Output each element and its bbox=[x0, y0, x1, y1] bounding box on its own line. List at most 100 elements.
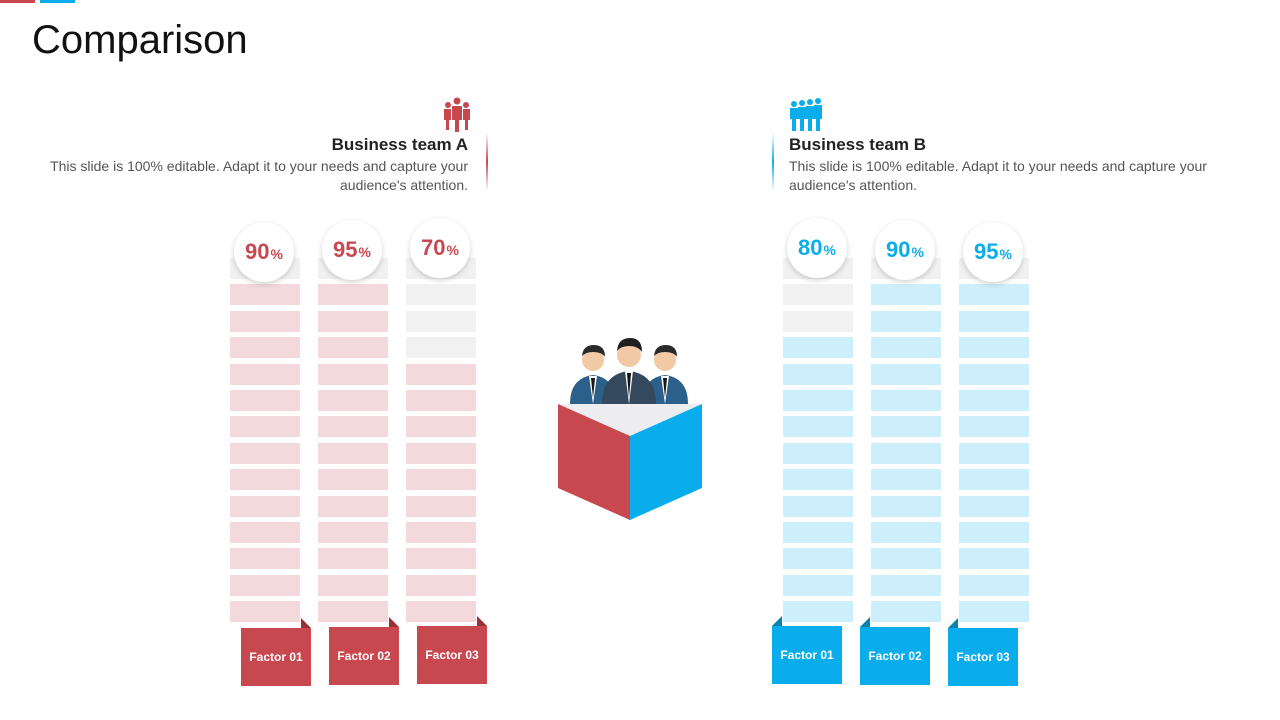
bar-segment bbox=[406, 442, 476, 464]
people-group-icon bbox=[444, 97, 470, 132]
bar-segment bbox=[959, 363, 1029, 385]
bar-segment bbox=[230, 495, 300, 517]
team-a-description: This slide is 100% editable. Adapt it to… bbox=[50, 158, 468, 193]
bar-segment bbox=[318, 522, 388, 543]
team-b-factor-03-bar bbox=[959, 258, 1029, 628]
fold-corner bbox=[477, 616, 487, 626]
bar-segment bbox=[959, 548, 1029, 570]
percent-unit: % bbox=[270, 246, 283, 262]
bar-segment bbox=[318, 390, 388, 411]
bar-segment bbox=[406, 337, 476, 359]
bar-segment bbox=[230, 284, 300, 306]
bar-segment bbox=[783, 337, 853, 359]
bar-segment bbox=[406, 390, 476, 411]
fold-corner bbox=[389, 617, 399, 627]
team-a-heading: Business team A bbox=[331, 135, 468, 154]
bar-segment bbox=[783, 310, 853, 332]
bar-segment bbox=[230, 522, 300, 543]
bar-segment bbox=[318, 601, 388, 623]
team-a-divider bbox=[486, 133, 488, 191]
team-b-heading: Business team B bbox=[789, 135, 926, 154]
bar-segment bbox=[959, 442, 1029, 464]
percent-unit: % bbox=[911, 244, 924, 260]
bar-segment bbox=[406, 522, 476, 543]
percent-value: 95 bbox=[333, 237, 358, 262]
bar-segment bbox=[318, 310, 388, 332]
bar-segment bbox=[406, 495, 476, 517]
bar-segment bbox=[406, 574, 476, 596]
bar-segment bbox=[230, 416, 300, 438]
team-b-factor-02-percent: 90% bbox=[875, 220, 935, 280]
percent-unit: % bbox=[446, 242, 459, 258]
bar-segment bbox=[959, 601, 1029, 623]
bar-segment bbox=[871, 416, 941, 438]
bar-segment bbox=[959, 574, 1029, 596]
bar-segment bbox=[783, 284, 853, 306]
bar-segment bbox=[406, 416, 476, 438]
team-b-factor-02-bar bbox=[871, 258, 941, 628]
bar-segment bbox=[783, 390, 853, 411]
percent-unit: % bbox=[823, 242, 836, 258]
percent-unit: % bbox=[358, 244, 371, 260]
team-a-factor-02-percent: 95% bbox=[322, 220, 382, 280]
bar-segment bbox=[959, 522, 1029, 543]
fold-corner bbox=[772, 616, 782, 626]
bar-segment bbox=[871, 284, 941, 306]
page-title: Comparison bbox=[32, 18, 248, 62]
bar-segment bbox=[406, 601, 476, 623]
people-group-icon bbox=[790, 98, 822, 131]
bar-segment bbox=[318, 548, 388, 570]
bar-segment bbox=[406, 469, 476, 491]
team-b-factor-01-label: Factor 01 bbox=[772, 626, 842, 684]
bar-segment bbox=[871, 442, 941, 464]
bar-segment bbox=[871, 548, 941, 570]
top-accent-red bbox=[0, 0, 35, 3]
bar-segment bbox=[959, 469, 1029, 491]
team-b-factor-01-percent: 80% bbox=[787, 218, 847, 278]
bar-segment bbox=[318, 495, 388, 517]
bar-segment bbox=[871, 390, 941, 411]
bar-segment bbox=[318, 337, 388, 359]
team-b-factor-01-bar bbox=[783, 258, 853, 628]
bar-segment bbox=[783, 574, 853, 596]
team-b-description: This slide is 100% editable. Adapt it to… bbox=[789, 158, 1207, 193]
bar-segment bbox=[230, 363, 300, 385]
team-a-factor-01-label: Factor 01 bbox=[241, 628, 311, 686]
team-a-factor-02-bar bbox=[318, 258, 388, 628]
bar-segment bbox=[230, 310, 300, 332]
bar-segment bbox=[230, 469, 300, 491]
bar-segment bbox=[871, 601, 941, 623]
bar-segment bbox=[959, 284, 1029, 306]
team-a-factor-02-label: Factor 02 bbox=[329, 627, 399, 685]
percent-value: 70 bbox=[421, 235, 446, 260]
bar-segment bbox=[318, 574, 388, 596]
top-accent-blue bbox=[40, 0, 75, 3]
business-team-box-icon bbox=[558, 338, 702, 520]
bar-segment bbox=[230, 548, 300, 570]
fold-corner bbox=[301, 618, 311, 628]
bar-segment bbox=[871, 495, 941, 517]
bar-segment bbox=[959, 416, 1029, 438]
percent-value: 90 bbox=[886, 237, 911, 262]
bar-segment bbox=[318, 442, 388, 464]
bar-segment bbox=[230, 390, 300, 411]
fold-corner bbox=[948, 618, 958, 628]
bar-segment bbox=[318, 363, 388, 385]
fold-corner bbox=[860, 617, 870, 627]
percent-value: 90 bbox=[245, 239, 270, 264]
team-b-factor-03-percent: 95% bbox=[963, 222, 1023, 282]
bar-segment bbox=[871, 574, 941, 596]
percent-unit: % bbox=[999, 246, 1012, 262]
team-a-factor-03-bar bbox=[406, 258, 476, 628]
bar-segment bbox=[871, 310, 941, 332]
bar-segment bbox=[783, 548, 853, 570]
bar-segment bbox=[959, 337, 1029, 359]
team-b-factor-03-label: Factor 03 bbox=[948, 628, 1018, 686]
percent-value: 95 bbox=[974, 239, 999, 264]
bar-segment bbox=[230, 337, 300, 359]
percent-value: 80 bbox=[798, 235, 823, 260]
bar-segment bbox=[318, 469, 388, 491]
bar-segment bbox=[959, 390, 1029, 411]
team-b-divider bbox=[772, 133, 774, 191]
team-a-factor-01-bar bbox=[230, 258, 300, 628]
